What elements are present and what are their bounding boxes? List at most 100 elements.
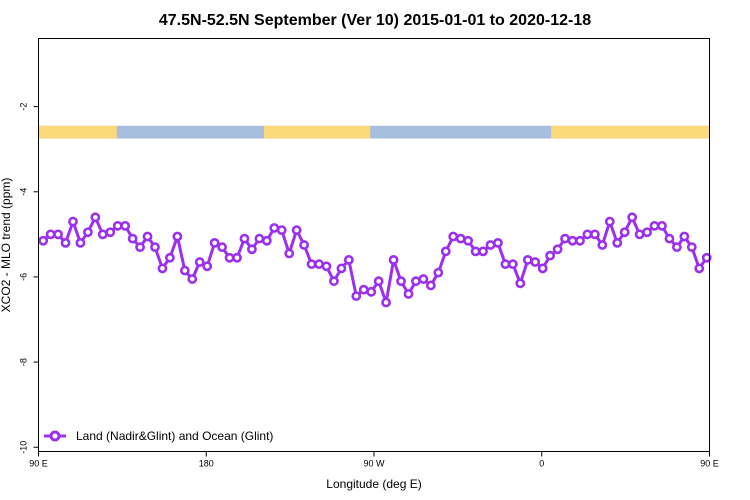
data-point <box>619 227 630 238</box>
ocean-segment <box>38 125 710 139</box>
data-point <box>179 265 190 276</box>
data-point <box>299 240 310 250</box>
data-point <box>589 229 600 240</box>
x-tick-label: 180 <box>199 459 214 469</box>
data-point <box>470 246 481 257</box>
x-tick-label: 90 W <box>363 459 385 469</box>
data-point <box>522 255 533 265</box>
data-point <box>463 235 474 246</box>
data-point <box>321 261 332 272</box>
data-point <box>261 235 272 246</box>
data-point <box>157 263 168 274</box>
land-segment <box>264 125 371 139</box>
data-point <box>329 276 339 287</box>
data-point <box>485 240 496 250</box>
data-point <box>560 233 570 244</box>
data-point <box>276 225 287 235</box>
data-point <box>97 229 108 240</box>
y-axis: -2 -4 -6 -8 -10 <box>19 103 39 454</box>
data-point <box>351 291 362 301</box>
data-point <box>291 225 302 235</box>
data-point <box>649 220 660 231</box>
y-axis-label: XCO2 - MLO trend (ppm) <box>0 178 13 313</box>
data-point <box>217 242 227 253</box>
data-point <box>45 229 56 240</box>
data-point <box>403 289 414 299</box>
data-point <box>284 248 295 259</box>
data-point <box>500 259 511 270</box>
data-point <box>478 246 488 257</box>
data-point <box>381 297 392 308</box>
data-point <box>127 233 138 244</box>
data-point <box>82 227 93 238</box>
data-point <box>142 231 153 242</box>
data-point <box>664 233 675 244</box>
land-segment <box>38 125 117 139</box>
x-axis: 90 E 180 90 W 0 90 E <box>29 451 719 469</box>
data-point <box>455 233 466 244</box>
data-point <box>306 259 317 270</box>
data-point <box>507 259 518 270</box>
data-point <box>187 274 198 284</box>
data-point <box>604 216 615 227</box>
data-point <box>194 257 205 267</box>
legend-marker-swatch <box>49 430 61 442</box>
data-point <box>150 242 160 253</box>
data-point <box>634 229 645 240</box>
data-point <box>239 233 250 244</box>
data-point <box>642 227 652 238</box>
data-point <box>224 252 235 263</box>
data-point <box>135 242 145 253</box>
data-point <box>567 235 578 246</box>
legend: Land (Nadir&Glint) and Ocean (Glint) <box>44 429 273 443</box>
data-point <box>515 278 526 289</box>
data-point <box>336 263 347 274</box>
y-tick-label: -6 <box>19 273 29 281</box>
data-point <box>60 237 71 248</box>
data-point <box>38 235 49 246</box>
data-point <box>686 242 697 253</box>
data-point <box>343 255 354 265</box>
data-point <box>314 259 324 270</box>
data-point <box>396 276 406 287</box>
data-point <box>701 252 712 263</box>
data-point <box>366 286 377 297</box>
data-point <box>418 274 429 284</box>
data-point <box>597 240 608 250</box>
data-point <box>165 252 175 263</box>
data-point <box>269 223 280 233</box>
data-point <box>537 263 548 274</box>
data-point <box>627 212 638 223</box>
y-tick-label: -4 <box>19 188 29 196</box>
data-point <box>440 246 451 257</box>
data-point <box>254 233 265 244</box>
series-layer <box>38 212 712 308</box>
y-tick-label: -2 <box>19 103 29 111</box>
data-point <box>105 227 116 238</box>
data-point <box>545 250 556 261</box>
data-point <box>493 237 503 248</box>
x-tick-label: 0 <box>539 459 544 469</box>
data-point <box>53 229 63 240</box>
land-segment <box>551 125 710 139</box>
data-point <box>582 229 593 240</box>
data-point <box>425 280 436 291</box>
y-tick-label: -8 <box>19 358 29 366</box>
data-point <box>68 216 78 227</box>
data-point <box>373 276 384 287</box>
data-point <box>247 244 257 255</box>
data-point <box>358 284 369 295</box>
data-point <box>694 263 705 274</box>
data-point <box>232 252 242 263</box>
data-point <box>172 231 183 242</box>
data-point <box>202 261 213 272</box>
data-point <box>433 267 444 278</box>
y-tick-label: -10 <box>19 441 29 454</box>
data-point <box>209 237 220 248</box>
data-point <box>120 220 131 231</box>
data-point <box>552 244 563 255</box>
data-point <box>671 242 682 253</box>
x-tick-label: 90 E <box>700 459 719 469</box>
legend-label: Land (Nadir&Glint) and Ocean (Glint) <box>76 429 273 443</box>
